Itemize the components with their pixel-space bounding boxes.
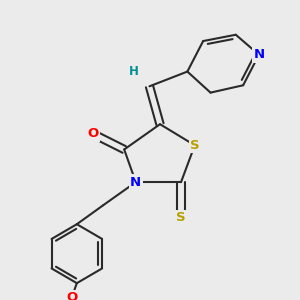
Text: H: H (129, 65, 139, 78)
Text: O: O (87, 127, 98, 140)
Text: O: O (66, 291, 77, 300)
Text: N: N (130, 176, 141, 189)
Text: S: S (176, 212, 186, 224)
Text: S: S (190, 139, 200, 152)
Text: N: N (254, 48, 265, 61)
